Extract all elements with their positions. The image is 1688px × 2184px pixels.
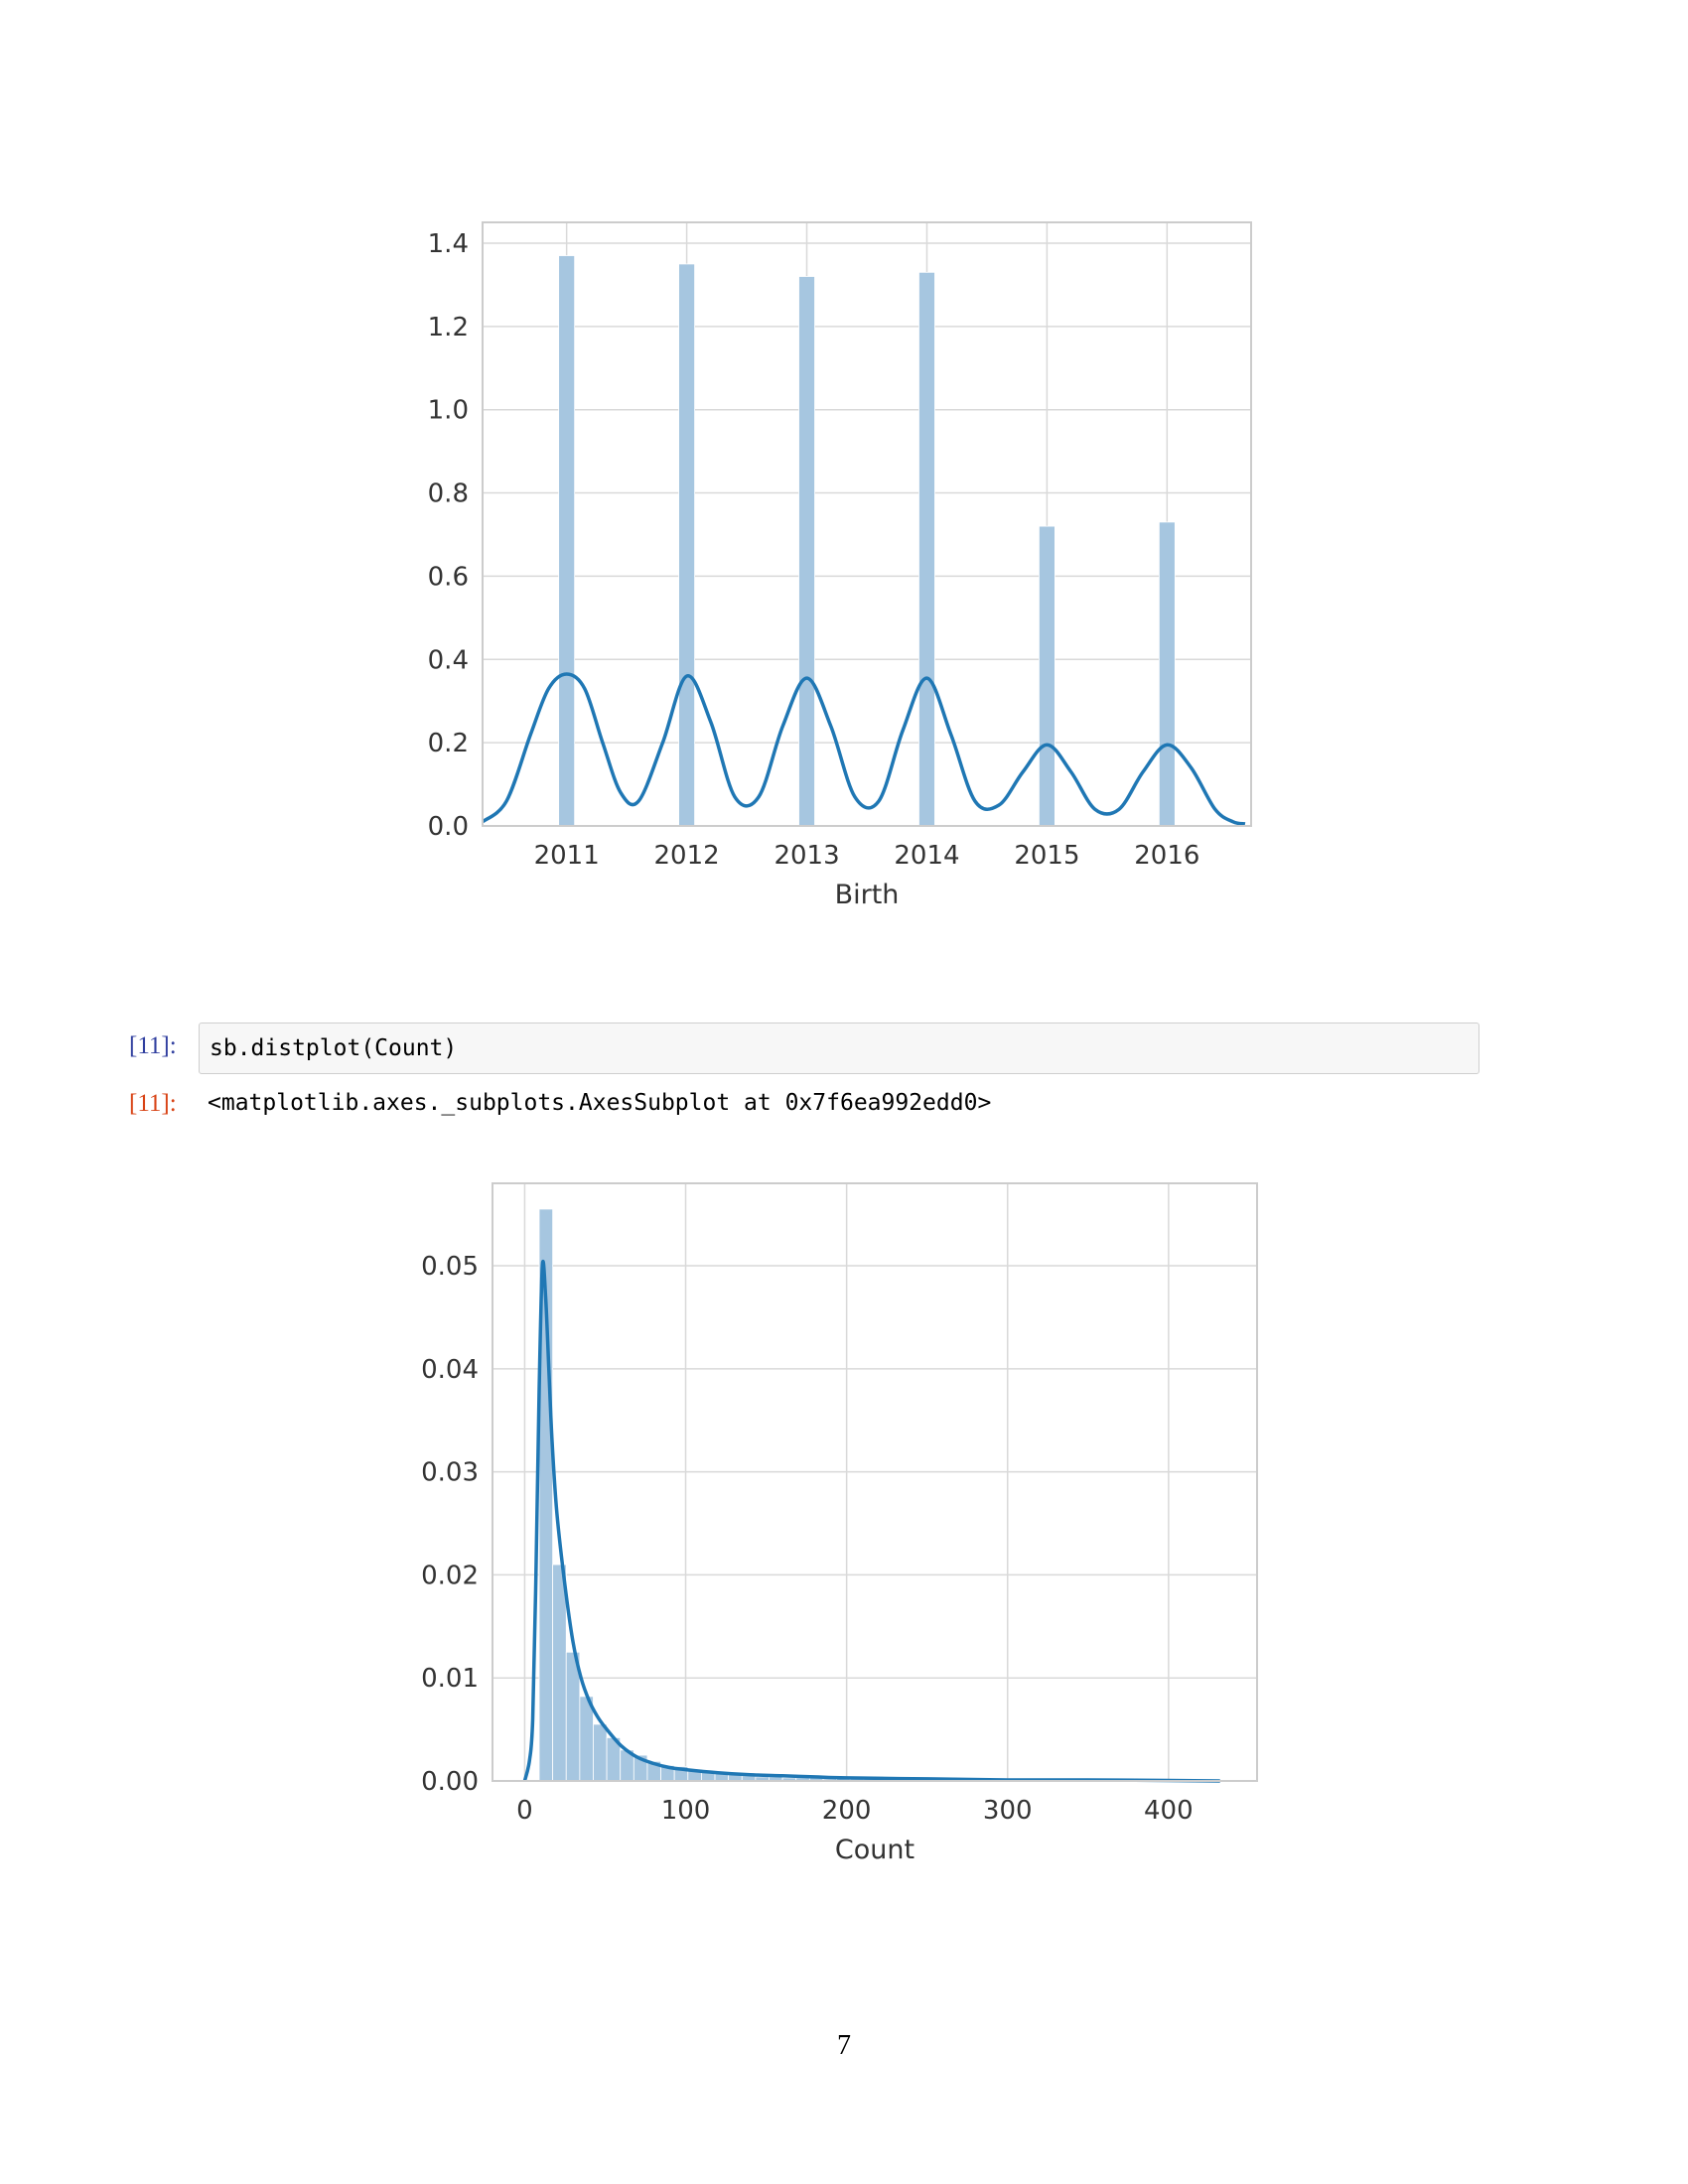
count-ytick-label: 0.05 bbox=[421, 1252, 479, 1282]
birth-ytick-label: 0.2 bbox=[428, 729, 469, 758]
birth-bar bbox=[1039, 525, 1055, 827]
birth-bar bbox=[558, 255, 576, 827]
count-ytick-label: 0.00 bbox=[421, 1767, 479, 1797]
count-ytick-label: 0.03 bbox=[421, 1458, 479, 1488]
birth-axes-frame bbox=[482, 221, 1252, 827]
count-xtick-label: 100 bbox=[661, 1796, 711, 1826]
birth-ytick-label: 0.6 bbox=[428, 562, 469, 592]
page-number: 7 bbox=[837, 2030, 851, 2061]
count-xtick-label: 0 bbox=[516, 1796, 533, 1826]
birth-xtick-label: 2014 bbox=[894, 841, 959, 871]
birth-bar bbox=[918, 271, 935, 827]
count-xtick-label: 200 bbox=[822, 1796, 872, 1826]
birth-kde-line bbox=[481, 672, 1246, 826]
count-ytick-label: 0.04 bbox=[421, 1355, 479, 1385]
birth-ytick-label: 0.0 bbox=[428, 812, 469, 842]
input-prompt: [11]: bbox=[129, 1032, 177, 1059]
output-text: <matplotlib.axes._subplots.AxesSubplot a… bbox=[208, 1090, 992, 1116]
count-ytick-label: 0.02 bbox=[421, 1561, 479, 1590]
birth-xtick-label: 2015 bbox=[1014, 841, 1079, 871]
birth-xtick-label: 2011 bbox=[534, 841, 600, 871]
birth-xlabel: Birth bbox=[835, 880, 900, 910]
birth-ytick-label: 1.0 bbox=[428, 396, 469, 426]
birth-bar bbox=[1158, 521, 1176, 827]
birth-distplot: 0.0 0.2 0.4 0.6 0.8 1.0 1.2 1.4 2011 2012 2013 2014… bbox=[397, 208, 1271, 927]
code-cell[interactable]: sb.distplot(Count) bbox=[199, 1023, 1479, 1074]
birth-xtick-label: 2012 bbox=[654, 841, 720, 871]
birth-xtick-label: 2013 bbox=[774, 841, 839, 871]
count-kde-line bbox=[522, 1260, 1220, 1783]
count-xtick-label: 300 bbox=[983, 1796, 1033, 1826]
birth-ytick-label: 0.4 bbox=[428, 645, 469, 675]
count-axes-frame bbox=[492, 1182, 1258, 1782]
output-prompt: [11]: bbox=[129, 1090, 177, 1117]
count-xtick-label: 400 bbox=[1144, 1796, 1194, 1826]
birth-ytick-label: 1.2 bbox=[428, 313, 469, 342]
count-xlabel: Count bbox=[835, 1835, 914, 1865]
birth-xtick-label: 2016 bbox=[1134, 841, 1199, 871]
birth-distplot-svg: 0.0 0.2 0.4 0.6 0.8 1.0 1.2 1.4 2011 2012 2013 2014… bbox=[428, 221, 1252, 910]
count-bar bbox=[593, 1723, 608, 1782]
birth-bar bbox=[678, 263, 695, 827]
count-ytick-label: 0.01 bbox=[421, 1664, 479, 1694]
birth-ytick-label: 0.8 bbox=[428, 479, 469, 509]
count-distplot-svg: 0.00 0.01 0.02 0.03 0.04 0.05 0 100 200 300 400 Cou… bbox=[421, 1182, 1258, 1865]
count-bar bbox=[552, 1564, 567, 1782]
count-distplot: 0.00 0.01 0.02 0.03 0.04 0.05 0 100 200 300 400 Cou… bbox=[397, 1171, 1271, 1890]
birth-bar bbox=[798, 276, 815, 827]
birth-ytick-label: 1.4 bbox=[428, 229, 469, 259]
